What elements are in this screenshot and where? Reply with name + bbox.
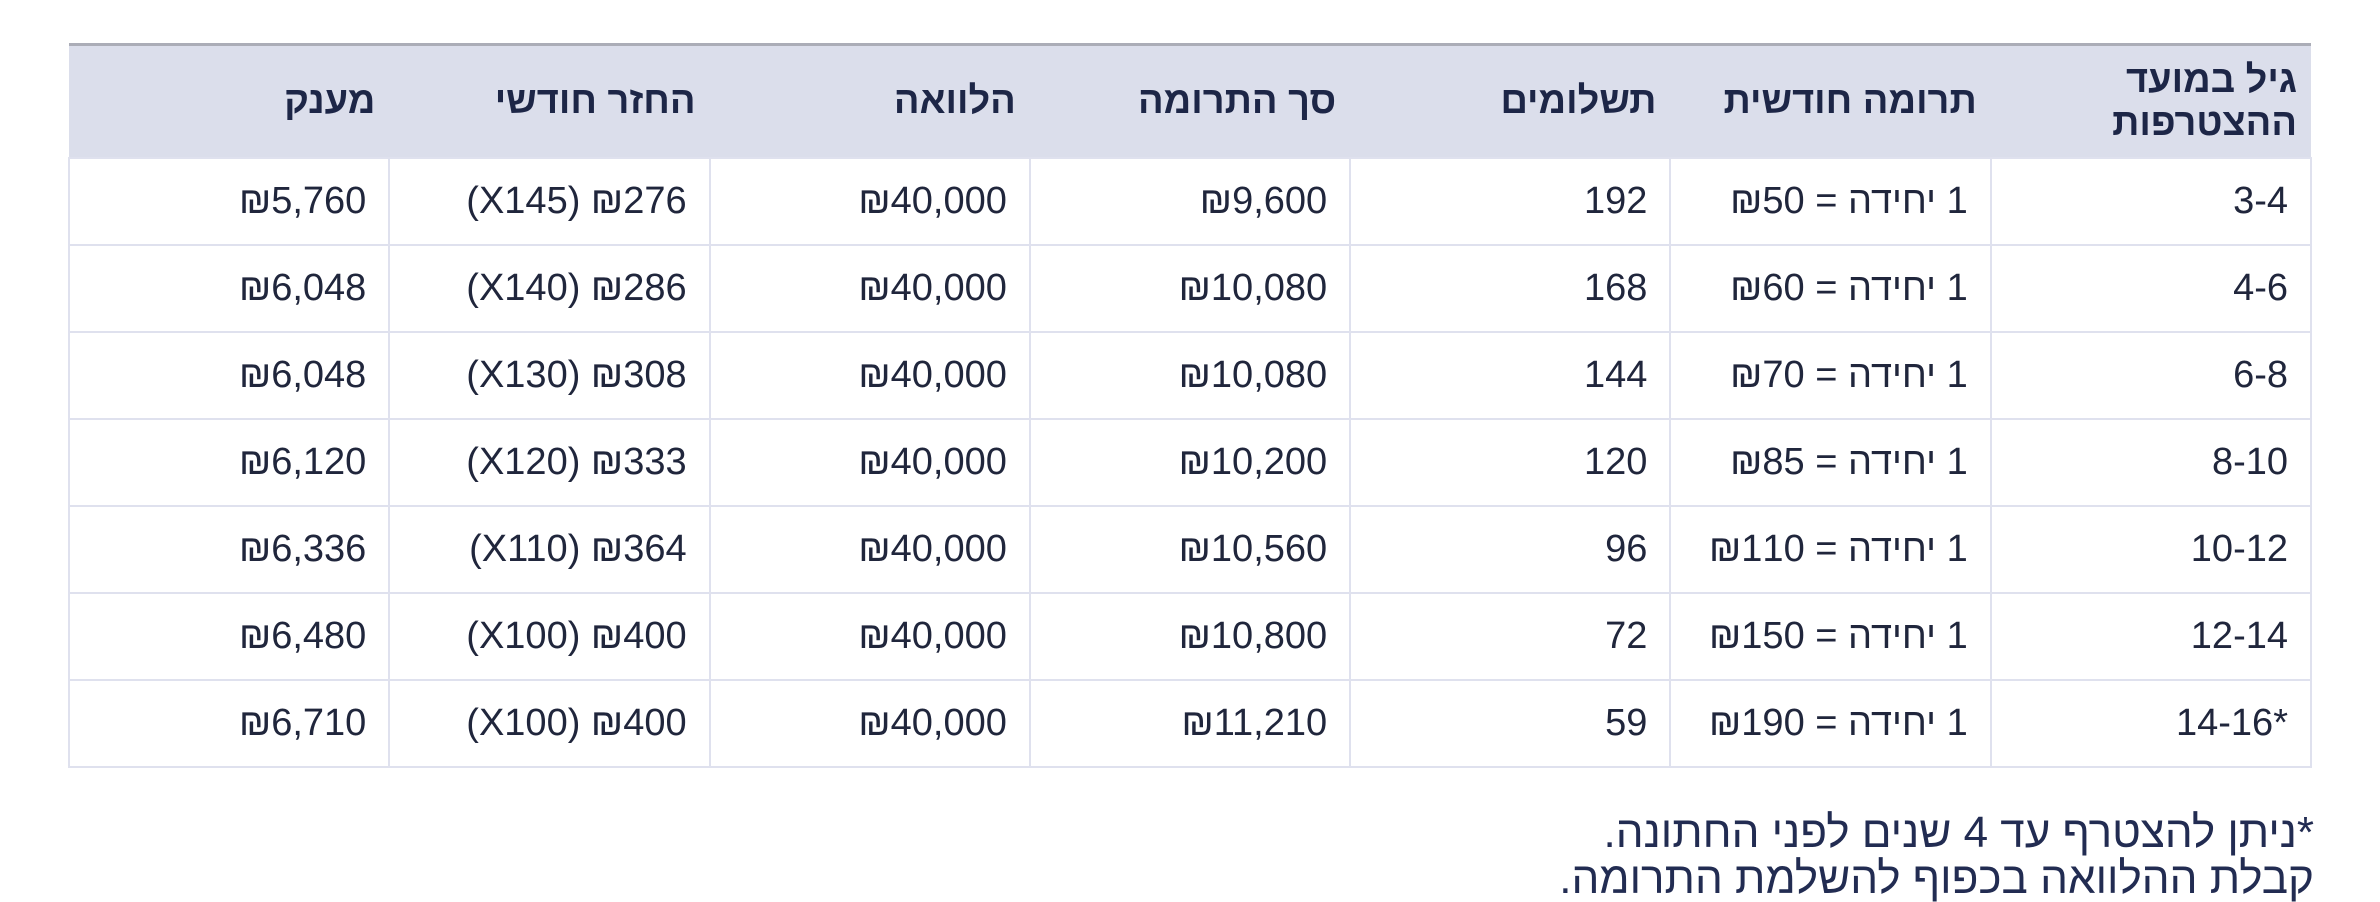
table-row: 8-10 1 יחידה = ₪85 120 ₪10,200 ₪40,000 ₪333 (…: [67, 418, 2313, 507]
cell-age: 4-6: [1989, 244, 2313, 333]
terms-table: גיל במועד ההצטרפות תרומה חודשית תשלומים סך …: [67, 43, 2313, 768]
cell-loan: ₪40,000: [708, 157, 1031, 246]
cell-age: 10-12: [1989, 505, 2313, 594]
cell-loan: ₪40,000: [708, 592, 1031, 681]
cell-grant: ₪5,760: [67, 157, 391, 246]
cell-payments: 72: [1349, 592, 1672, 681]
table-row: 10-12 1 יחידה = ₪110 96 ₪10,560 ₪40,000 ₪364 …: [67, 505, 2313, 594]
cell-total_contribution: ₪9,600: [1028, 157, 1352, 246]
cell-monthly_contribution: 1 יחידה = ₪60: [1669, 244, 1992, 333]
footnote-line-1: *ניתן להצטרף עד 4 שנים לפני החתונה.: [1603, 808, 2314, 857]
cell-total_contribution: ₪10,200: [1028, 418, 1352, 507]
column-header-payments: תשלומים: [1350, 43, 1671, 158]
cell-loan: ₪40,000: [708, 244, 1031, 333]
table-row: 3-4 1 יחידה = ₪50 192 ₪9,600 ₪40,000 ₪276 (X1…: [67, 157, 2313, 246]
cell-monthly_repayment: ₪276 (X145): [388, 157, 711, 246]
cell-loan: ₪40,000: [708, 331, 1031, 420]
cell-age: 6-8: [1989, 331, 2313, 420]
column-header-age: גיל במועד ההצטרפות: [1990, 43, 2311, 158]
column-header-total_contribution: סך התרומה: [1029, 43, 1351, 158]
cell-monthly_repayment: ₪286 (X140): [388, 244, 711, 333]
cell-age: 8-10: [1989, 418, 2313, 507]
cell-payments: 144: [1349, 331, 1672, 420]
cell-total_contribution: ₪10,800: [1028, 592, 1352, 681]
cell-total_contribution: ₪11,210: [1028, 679, 1352, 768]
cell-payments: 59: [1349, 679, 1672, 768]
cell-loan: ₪40,000: [708, 505, 1031, 594]
cell-payments: 168: [1349, 244, 1672, 333]
cell-loan: ₪40,000: [708, 418, 1031, 507]
footnote: *ניתן להצטרף עד 4 שנים לפני החתונה. קבלת…: [1559, 810, 2314, 902]
column-header-monthly_contribution: תרומה חודשית: [1670, 43, 1991, 158]
cell-grant: ₪6,048: [67, 244, 391, 333]
cell-monthly_contribution: 1 יחידה = ₪110: [1669, 505, 1992, 594]
cell-monthly_repayment: ₪400 (X100): [388, 592, 711, 681]
cell-payments: 120: [1349, 418, 1672, 507]
cell-monthly_repayment: ₪400 (X100): [388, 679, 711, 768]
cell-monthly_contribution: 1 יחידה = ₪85: [1669, 418, 1992, 507]
terms-table-body: 3-4 1 יחידה = ₪50 192 ₪9,600 ₪40,000 ₪276 (X1…: [67, 157, 2313, 768]
cell-grant: ₪6,336: [67, 505, 391, 594]
cell-monthly_contribution: 1 יחידה = ₪70: [1669, 331, 1992, 420]
cell-total_contribution: ₪10,560: [1028, 505, 1352, 594]
cell-grant: ₪6,480: [67, 592, 391, 681]
table-row: 4-6 1 יחידה = ₪60 168 ₪10,080 ₪40,000 ₪286 (X…: [67, 244, 2313, 333]
cell-grant: ₪6,710: [67, 679, 391, 768]
terms-table-head: גיל במועד ההצטרפות תרומה חודשית תשלומים סך …: [69, 43, 2311, 158]
cell-age: 3-4: [1989, 157, 2313, 246]
cell-loan: ₪40,000: [708, 679, 1031, 768]
cell-monthly_contribution: 1 יחידה = ₪50: [1669, 157, 1992, 246]
footnote-line-2: קבלת ההלוואה בכפוף להשלמת התרומה.: [1559, 854, 2314, 902]
table-header-row: גיל במועד ההצטרפות תרומה חודשית תשלומים סך …: [69, 43, 2311, 158]
cell-payments: 192: [1349, 157, 1672, 246]
cell-monthly_repayment: ₪333 (X120): [388, 418, 711, 507]
cell-monthly_contribution: 1 יחידה = ₪190: [1669, 679, 1992, 768]
column-header-grant: מענק: [69, 43, 390, 158]
cell-grant: ₪6,120: [67, 418, 391, 507]
cell-age: *14-16: [1989, 679, 2313, 768]
cell-monthly_repayment: ₪364 (X110): [388, 505, 711, 594]
cell-age: 12-14: [1989, 592, 2313, 681]
table-row: 12-14 1 יחידה = ₪150 72 ₪10,800 ₪40,000 ₪400 …: [67, 592, 2313, 681]
table-row: *14-16 1 יחידה = ₪190 59 ₪11,210 ₪40,000 ₪400…: [67, 679, 2313, 768]
terms-table-container: גיל במועד ההצטרפות תרומה חודשית תשלומים סך …: [67, 43, 2313, 768]
column-header-loan: הלוואה: [709, 43, 1030, 158]
table-row: 6-8 1 יחידה = ₪70 144 ₪10,080 ₪40,000 ₪308 (X…: [67, 331, 2313, 420]
cell-total_contribution: ₪10,080: [1028, 331, 1352, 420]
cell-payments: 96: [1349, 505, 1672, 594]
cell-grant: ₪6,048: [67, 331, 391, 420]
column-header-monthly_repayment: החזר חודשי: [389, 43, 710, 158]
cell-monthly_contribution: 1 יחידה = ₪150: [1669, 592, 1992, 681]
cell-monthly_repayment: ₪308 (X130): [388, 331, 711, 420]
cell-total_contribution: ₪10,080: [1028, 244, 1352, 333]
